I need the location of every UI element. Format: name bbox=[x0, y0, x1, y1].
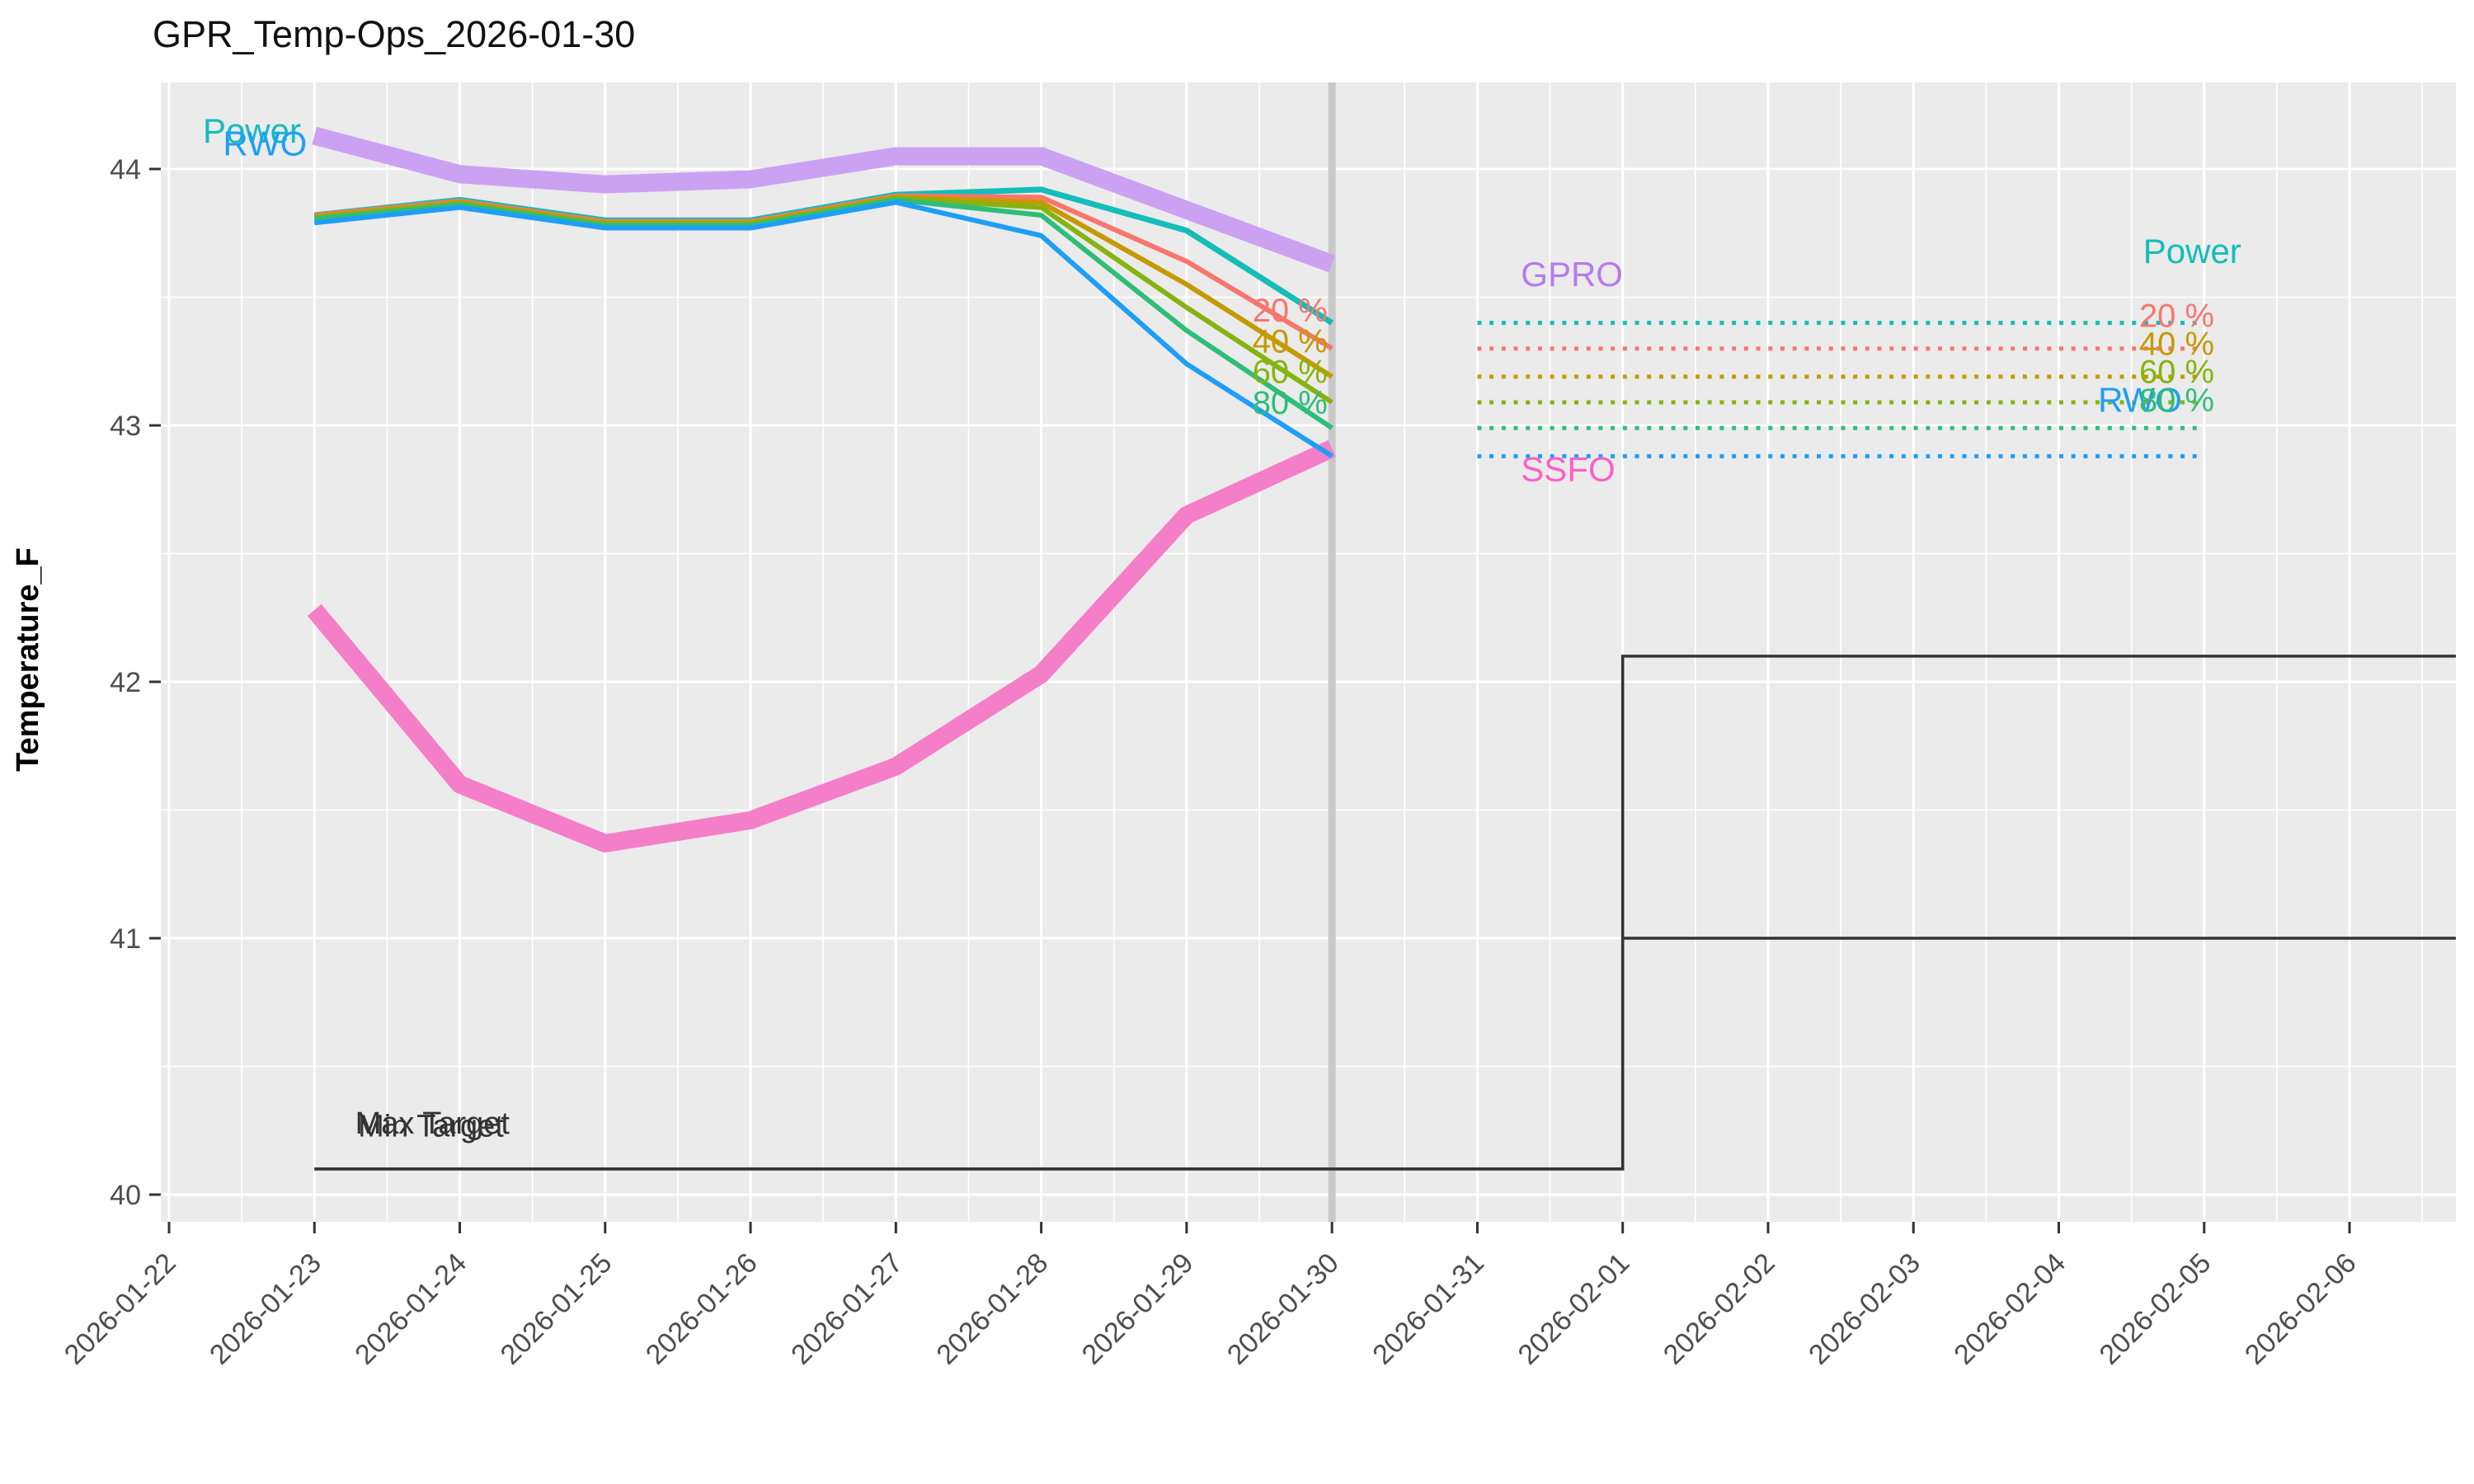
target-step-Min Target bbox=[314, 937, 2456, 1171]
x-tick-label: 2026-02-01 bbox=[1512, 1247, 1636, 1371]
series-label: 40 % bbox=[2139, 326, 2214, 362]
series-line-GPRO bbox=[312, 126, 1335, 273]
series-label: Power bbox=[2143, 232, 2241, 270]
series-line-RWO bbox=[313, 200, 1333, 458]
x-tick-label: 2026-02-05 bbox=[2094, 1247, 2218, 1371]
series-label: 20 % bbox=[2139, 298, 2214, 334]
x-tick-label: 2026-01-29 bbox=[1076, 1247, 1200, 1371]
series-line-80 % bbox=[313, 197, 1333, 430]
series-line-SSFO bbox=[307, 439, 1336, 852]
series-label: 80 % bbox=[2139, 383, 2214, 419]
y-tick-label: 41 bbox=[110, 923, 141, 955]
series-label: Min Target bbox=[358, 1109, 504, 1144]
series-label: 60 % bbox=[1253, 355, 1328, 391]
series-label: RWO bbox=[2098, 381, 2182, 420]
y-tick-label: 43 bbox=[110, 411, 141, 442]
x-tick-label: 2026-01-31 bbox=[1366, 1247, 1490, 1371]
y-axis-title: Temperature_F bbox=[11, 547, 45, 772]
chart-title: GPR_Temp-Ops_2026-01-30 bbox=[153, 13, 636, 55]
x-tick-label: 2026-02-04 bbox=[1948, 1247, 2072, 1371]
x-tick-label: 2026-01-26 bbox=[640, 1247, 764, 1371]
series-label: 20 % bbox=[1253, 293, 1328, 329]
x-tick-label: 2026-01-30 bbox=[1221, 1247, 1345, 1371]
x-tick-label: 2026-01-22 bbox=[59, 1247, 182, 1371]
x-tick-label: 2026-01-28 bbox=[930, 1247, 1054, 1371]
series-label: Max Target bbox=[355, 1106, 510, 1141]
series-label: SSFO bbox=[1521, 450, 1615, 489]
series-label: 80 % bbox=[1253, 385, 1328, 421]
x-tick-label: 2026-02-06 bbox=[2239, 1247, 2363, 1371]
series-label: GPRO bbox=[1521, 255, 1623, 294]
x-tick-label: 2026-02-03 bbox=[1803, 1247, 1926, 1371]
x-tick-label: 2026-01-23 bbox=[204, 1247, 327, 1371]
x-tick-label: 2026-01-25 bbox=[495, 1247, 618, 1371]
y-tick-label: 40 bbox=[110, 1180, 141, 1211]
series-label: RWO bbox=[223, 124, 307, 163]
series-label: 40 % bbox=[1253, 323, 1328, 359]
series-label: Power bbox=[203, 111, 301, 150]
plot-panel bbox=[161, 82, 2456, 1222]
series-label: 60 % bbox=[2139, 355, 2214, 391]
y-tick-label: 42 bbox=[110, 667, 141, 698]
y-tick-label: 44 bbox=[110, 154, 141, 186]
x-tick-label: 2026-02-02 bbox=[1658, 1247, 1781, 1371]
x-tick-label: 2026-01-27 bbox=[785, 1247, 909, 1371]
x-tick-label: 2026-01-24 bbox=[349, 1247, 473, 1371]
